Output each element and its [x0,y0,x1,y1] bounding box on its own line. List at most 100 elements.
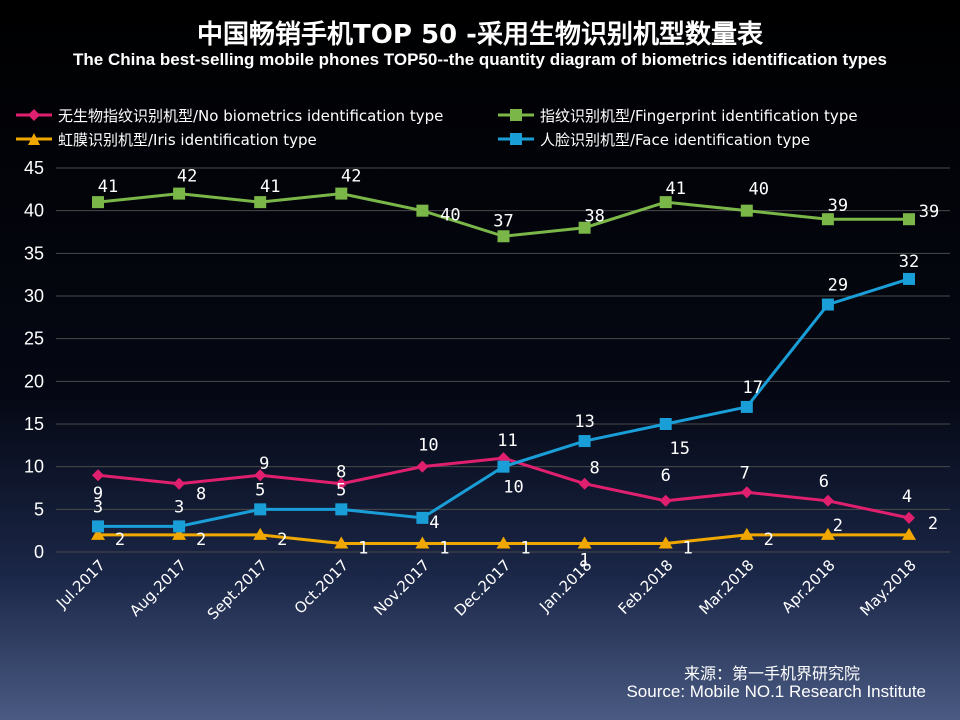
data-label-s0-5: 11 [497,431,517,451]
data-label-s2-8: 2 [764,530,774,550]
legend-label-fingerprint: 指纹识别机型/Fingerprint identification type [540,106,858,125]
data-label-s1-10: 39 [919,202,939,222]
data-label-s3-1: 3 [174,497,184,517]
x-tick-label-2: Sept.2017 [204,556,271,623]
data-label-s1-1: 42 [177,167,197,187]
data-label-s3-2: 5 [255,480,265,500]
source-en: Source: Mobile NO.1 Research Institute [626,682,926,701]
x-tick-label-10: May.2018 [856,556,920,620]
point-s1-4 [416,204,429,217]
data-label-s1-6: 38 [584,207,604,227]
y-tick-label-0: 0 [34,542,44,562]
data-label-s0-6: 8 [589,459,599,479]
point-s2-0 [91,527,105,540]
y-tick-label-40: 40 [24,201,44,221]
legend-label-face: 人脸识别机型/Face identification type [540,130,811,149]
data-label-s1-5: 37 [493,211,513,231]
point-s1-9 [821,213,834,226]
x-tick-label-8: Mar.2018 [695,556,757,618]
point-s0-7 [659,494,672,507]
point-s0-8 [740,486,753,499]
data-label-s2-3: 1 [358,538,368,558]
point-s1-6 [578,221,591,234]
data-label-s2-9: 2 [833,516,843,536]
legend-marker-no-biometrics [16,109,52,121]
point-s2-7 [658,536,673,549]
point-s1-1 [173,187,186,200]
x-tick-label-0: Jul.2017 [52,556,109,613]
legend-item-no-biometrics: 无生物指纹识别机型/No biometrics identification t… [14,104,443,126]
legend-item-fingerprint: 指纹识别机型/Fingerprint identification type [496,104,858,126]
point-s3-1 [173,520,186,533]
point-s2-5 [496,536,511,549]
data-label-s3-9: 29 [828,276,848,296]
data-label-s1-0: 41 [98,177,118,197]
data-label-s3-10: 32 [899,252,919,272]
x-tick-label-4: Nov.2017 [370,556,433,619]
data-label-s0-1: 8 [196,485,206,505]
legend-label-no-biometrics: 无生物指纹识别机型/No biometrics identification t… [58,106,444,125]
data-label-s3-6: 13 [574,412,594,432]
point-s2-1 [172,527,187,540]
point-s0-4 [416,460,429,473]
data-label-s1-4: 40 [440,206,460,226]
point-s2-3 [334,536,349,549]
point-s3-4 [416,511,429,524]
data-label-s3-0: 3 [93,497,103,517]
data-label-s0-7: 6 [661,466,671,486]
point-s1-7 [659,196,672,209]
point-s3-7 [659,418,672,430]
data-label-s0-2: 9 [259,454,269,474]
chart-subtitle: The China best-selling mobile phones TOP… [73,50,887,69]
point-s0-0 [92,469,104,482]
point-s1-5 [497,230,510,243]
point-s2-10 [902,527,916,540]
data-label-s0-0: 9 [93,484,103,504]
point-s3-3 [335,503,348,516]
point-s3-2 [254,503,267,516]
data-label-s2-2: 2 [277,530,287,550]
data-label-s0-9: 6 [819,472,829,492]
data-label-s0-3: 8 [336,463,346,483]
point-s0-10 [903,511,915,524]
y-tick-label-5: 5 [34,499,44,519]
point-s2-4 [415,536,430,549]
point-s0-9 [821,494,834,507]
data-label-s1-9: 39 [828,196,848,216]
point-s3-10 [903,272,915,285]
point-s2-9 [820,527,835,540]
x-tick-label-1: Aug.2017 [126,556,190,620]
data-label-s1-3: 42 [341,167,361,187]
y-tick-label-25: 25 [24,329,44,349]
data-label-s2-0: 2 [115,530,125,550]
point-s1-2 [254,196,267,209]
data-label-s2-5: 1 [520,538,530,558]
point-s2-2 [253,527,268,540]
y-tick-label-15: 15 [24,414,44,434]
x-tick-label-5: Dec.2017 [451,556,515,620]
legend-marker-face [498,133,534,145]
point-s0-6 [578,477,591,490]
data-label-s0-4: 10 [418,436,438,456]
chart-legend: 无生物指纹识别机型/No biometrics identification t… [14,104,954,152]
y-tick-label-45: 45 [24,158,44,178]
data-label-s0-10: 4 [902,487,912,507]
point-s1-0 [92,196,104,209]
x-tick-label-7: Feb.2018 [615,556,677,618]
y-tick-label-10: 10 [24,457,44,477]
point-s2-8 [739,527,754,540]
point-s3-0 [92,520,104,533]
data-label-s3-3: 5 [336,480,346,500]
data-label-s1-2: 41 [260,177,280,197]
legend-marker-iris [16,133,52,145]
data-label-s1-8: 40 [749,180,769,200]
point-s2-6 [577,536,592,549]
data-label-s2-4: 1 [439,538,449,558]
data-label-s3-8: 17 [743,378,763,398]
x-tick-label-3: Oct.2017 [291,556,352,617]
data-label-s1-7: 41 [665,179,685,199]
source-cn: 来源：第一手机界研究院 [683,664,860,683]
legend-item-face: 人脸识别机型/Face identification type [496,128,810,150]
legend-marker-fingerprint [498,109,534,121]
